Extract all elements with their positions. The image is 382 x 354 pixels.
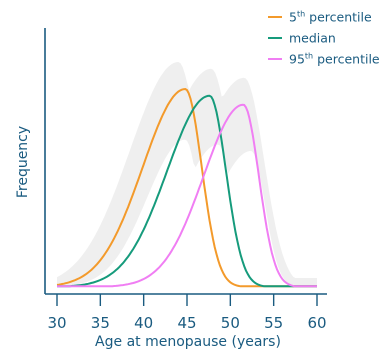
x-ticks: 30 35 40 45 50 55 60	[47, 294, 327, 332]
legend-label-3: 95th percentile	[289, 52, 380, 67]
x-tick-label: 40	[134, 314, 153, 332]
x-axis-label: Age at menopause (years)	[95, 334, 281, 350]
legend-label-2: median	[289, 31, 336, 46]
y-axis-label: Frequency	[15, 126, 31, 198]
x-tick-label: 60	[307, 314, 326, 332]
series-line-2	[57, 94, 317, 288]
legend-label-1: 5th percentile	[289, 10, 372, 25]
series-lines	[56, 87, 317, 288]
x-tick-label: 50	[221, 314, 240, 332]
series-line-3	[57, 103, 317, 288]
x-tick-label: 55	[264, 314, 283, 332]
x-tick-label: 30	[47, 314, 66, 332]
x-tick-label: 35	[91, 314, 110, 332]
x-tick-label: 45	[177, 314, 196, 332]
uncertainty-band	[57, 62, 317, 287]
legend: 5th percentile median 95th percentile	[268, 10, 380, 67]
